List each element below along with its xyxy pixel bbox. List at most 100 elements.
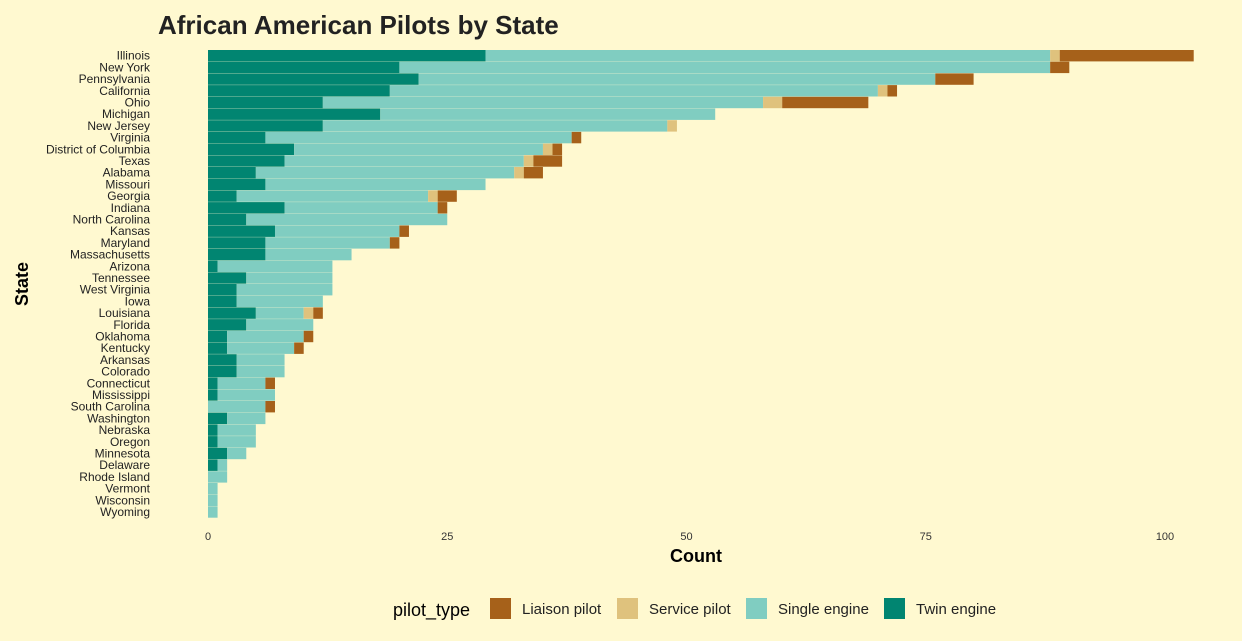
bar-vermont-single-engine [208, 482, 218, 495]
state-label-washington: Washington [87, 411, 150, 425]
bar-oklahoma-single-engine [227, 330, 304, 343]
bar-mississippi-twin-engine [208, 389, 218, 401]
state-label-florida: Florida [113, 318, 150, 332]
bar-district-of-columbia-service-pilot [542, 143, 553, 155]
bar-florida-single-engine [246, 319, 314, 331]
x-tick-0: 0 [205, 531, 211, 543]
bar-florida-twin-engine [208, 319, 247, 331]
bar-arkansas-twin-engine [208, 354, 237, 366]
x-axis-title: Count [670, 546, 722, 566]
x-tick-100: 100 [1156, 531, 1174, 543]
bar-texas-service-pilot [523, 155, 534, 167]
legend-swatch-service-pilot [617, 598, 638, 619]
state-label-south-carolina: South Carolina [71, 400, 151, 414]
state-label-nebraska: Nebraska [99, 423, 151, 437]
state-label-north-carolina: North Carolina [73, 213, 151, 227]
state-label-connecticut: Connecticut [87, 376, 151, 390]
bar-wisconsin-single-engine [208, 494, 218, 506]
bar-massachusetts-twin-engine [208, 248, 266, 261]
bar-district-of-columbia-twin-engine [208, 143, 295, 155]
legend: Liaison pilot Service pilot Single engine T… [490, 598, 996, 619]
state-label-illinois: Illinois [117, 49, 150, 63]
bar-nebraska-single-engine [217, 424, 256, 436]
bar-new-jersey-twin-engine [208, 120, 323, 132]
bar-georgia-single-engine [236, 190, 429, 202]
legend-label-service-pilot: Service pilot [649, 601, 732, 618]
state-label-kentucky: Kentucky [101, 341, 150, 355]
bar-texas-single-engine [284, 155, 524, 167]
bar-arkansas-single-engine [236, 354, 285, 366]
state-label-alabama: Alabama [103, 166, 151, 180]
bar-west-virginia-single-engine [236, 284, 333, 296]
bar-district-of-columbia-single-engine [294, 143, 543, 155]
bar-kentucky-single-engine [227, 342, 295, 354]
bar-kentucky-twin-engine [208, 342, 228, 354]
state-label-ohio: Ohio [125, 96, 151, 110]
x-ticks-group: 0 25 50 75 100 [205, 531, 1174, 543]
bar-delaware-twin-engine [208, 459, 218, 471]
state-label-oklahoma: Oklahoma [95, 330, 150, 344]
bar-georgia-twin-engine [208, 190, 237, 202]
bar-virginia-liaison-pilot [571, 131, 582, 144]
legend-label-liaison-pilot: Liaison pilot [522, 601, 602, 618]
bar-oklahoma-twin-engine [208, 330, 228, 343]
bar-colorado-single-engine [236, 365, 285, 378]
state-label-california: California [99, 84, 150, 98]
bar-indiana-single-engine [284, 202, 438, 214]
bar-california-single-engine [389, 85, 878, 97]
bar-arizona-single-engine [217, 260, 333, 272]
bar-texas-twin-engine [208, 155, 285, 167]
state-label-colorado: Colorado [101, 365, 150, 379]
bar-louisiana-twin-engine [208, 307, 256, 319]
state-label-minnesota: Minnesota [95, 447, 151, 461]
legend-swatch-twin-engine [884, 598, 905, 619]
bar-minnesota-single-engine [227, 447, 247, 460]
state-label-delaware: Delaware [99, 458, 150, 472]
bar-kentucky-liaison-pilot [294, 342, 304, 354]
state-label-district-of-columbia: District of Columbia [46, 142, 150, 156]
bar-michigan-single-engine [380, 108, 716, 120]
bar-maryland-twin-engine [208, 237, 266, 249]
bar-louisiana-liaison-pilot [313, 307, 323, 319]
state-label-maryland: Maryland [101, 236, 150, 250]
x-tick-50: 50 [680, 531, 692, 543]
bar-illinois-service-pilot [1050, 50, 1060, 62]
bar-new-york-liaison-pilot [1050, 61, 1070, 74]
state-label-arkansas: Arkansas [100, 353, 150, 367]
bar-washington-twin-engine [208, 412, 228, 425]
state-label-oregon: Oregon [110, 435, 150, 449]
bar-texas-liaison-pilot [533, 155, 563, 167]
bars-group [208, 50, 1194, 518]
bar-connecticut-liaison-pilot [265, 377, 275, 389]
bar-virginia-single-engine [265, 131, 572, 144]
state-label-georgia: Georgia [107, 189, 150, 203]
bar-west-virginia-twin-engine [208, 284, 237, 296]
bar-georgia-service-pilot [428, 190, 438, 202]
bar-wyoming-single-engine [208, 506, 218, 518]
bar-alabama-single-engine [255, 167, 515, 179]
state-label-kansas: Kansas [110, 224, 150, 238]
bar-minnesota-twin-engine [208, 447, 228, 460]
bar-rhode-island-single-engine [208, 471, 228, 483]
bar-oregon-twin-engine [208, 436, 218, 448]
state-label-pennsylvania: Pennsylvania [79, 72, 151, 86]
legend-title: pilot_type [393, 600, 470, 621]
x-tick-25: 25 [441, 531, 453, 543]
bar-illinois-twin-engine [208, 50, 486, 62]
bar-georgia-liaison-pilot [437, 190, 457, 202]
bar-california-twin-engine [208, 85, 390, 97]
bar-ohio-single-engine [322, 96, 764, 109]
bar-alabama-liaison-pilot [523, 167, 543, 179]
bar-kansas-liaison-pilot [399, 225, 409, 237]
bar-mississippi-single-engine [217, 389, 275, 401]
bar-michigan-twin-engine [208, 108, 381, 120]
state-label-rhode-island: Rhode Island [79, 470, 150, 484]
bar-delaware-single-engine [217, 459, 228, 471]
bar-oregon-single-engine [217, 436, 256, 448]
state-label-massachusetts: Massachusetts [70, 248, 150, 262]
bar-district-of-columbia-liaison-pilot [552, 143, 563, 155]
bar-ohio-liaison-pilot [782, 96, 869, 109]
